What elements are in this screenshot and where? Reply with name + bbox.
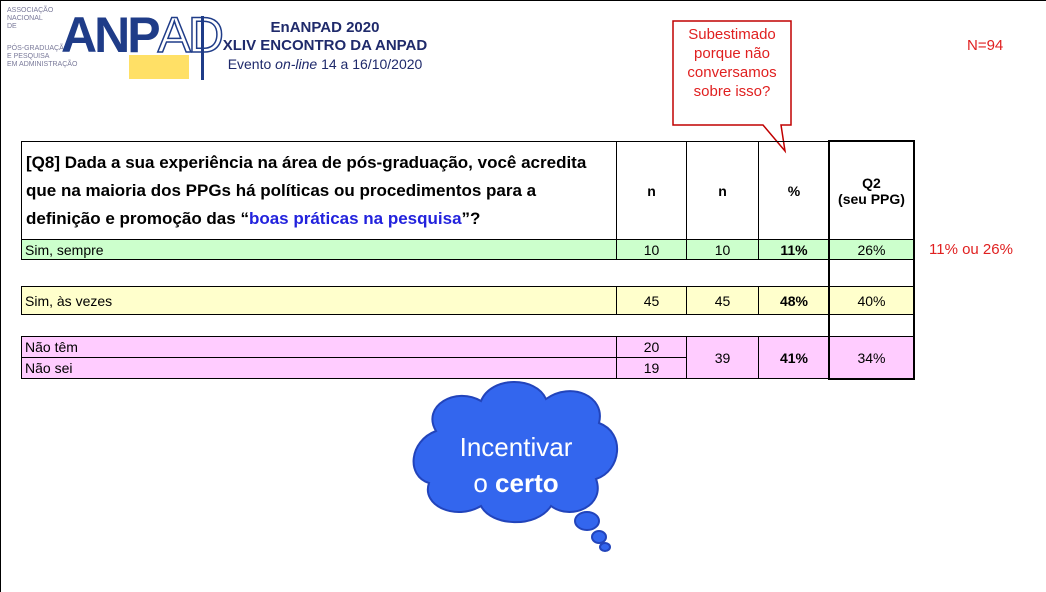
text: ”? xyxy=(461,208,481,228)
text: (seu PPG) xyxy=(838,190,905,207)
logo-outline: AD xyxy=(157,6,225,64)
side-note: 11% ou 26% xyxy=(929,241,1013,258)
logo-main: ANPAD xyxy=(61,6,225,64)
text: o xyxy=(473,468,496,498)
sample-size: N=94 xyxy=(967,37,1004,54)
text: [Q8] Dada a sua experiência na área de p… xyxy=(26,152,587,228)
cell: 45 xyxy=(616,286,687,315)
event-info: EnANPAD 2020 XLIV ENCONTRO DA ANPAD Even… xyxy=(209,19,441,73)
cell: 34% xyxy=(829,336,914,379)
row-label: Não têm xyxy=(21,336,617,358)
callout-box xyxy=(672,20,792,154)
callout-text: Subestimado porque não conversamos sobre… xyxy=(673,25,791,101)
logo-solid: ANP xyxy=(61,7,161,63)
cell: 10 xyxy=(616,239,687,260)
cell: 10 xyxy=(686,239,759,260)
logo-line: DE xyxy=(7,23,17,30)
row-label: Não sei xyxy=(21,357,617,379)
cell: 45 xyxy=(686,286,759,315)
callout-line: conversamos xyxy=(687,64,777,81)
question-cell: [Q8] Dada a sua experiência na área de p… xyxy=(21,141,617,240)
text: 14 a 16/10/2020 xyxy=(317,56,423,72)
column-header: n xyxy=(616,141,687,240)
column-header: % xyxy=(758,141,830,240)
cell: 26% xyxy=(829,239,914,260)
text: o certo xyxy=(421,465,611,501)
logo-line: E PESQUISA xyxy=(7,53,50,60)
logo-divider xyxy=(201,16,204,80)
row-label: Sim, às vezes xyxy=(21,286,617,315)
cloud xyxy=(412,381,618,552)
cell: 41% xyxy=(758,336,830,379)
logo-line: PÓS-GRADUAÇÃO xyxy=(7,45,70,52)
cell: 39 xyxy=(686,336,759,379)
text: Evento xyxy=(227,56,276,72)
logo-line: EM ADMINISTRAÇÃO xyxy=(7,61,78,68)
text: certo xyxy=(495,468,559,498)
cell: 48% xyxy=(758,286,830,315)
text: on-line xyxy=(275,56,318,72)
text: Incentivar xyxy=(459,432,573,462)
highlight: boas práticas na pesquisa xyxy=(248,208,462,228)
cell: 20 xyxy=(616,336,687,358)
callout-line: porque não xyxy=(694,45,770,62)
text: Q2 xyxy=(862,174,881,191)
callout-line: Subestimado xyxy=(688,26,776,43)
logo-yellow-block xyxy=(129,55,189,79)
logo-line: NACIONAL xyxy=(7,15,43,22)
cell: 19 xyxy=(616,357,687,379)
logo-line: ASSOCIAÇÃO xyxy=(7,7,54,14)
q2-frame xyxy=(828,140,915,380)
event-title: EnANPAD 2020 xyxy=(270,19,380,36)
cloud-text: Incentivar o certo xyxy=(421,429,611,501)
question: [Q8] Dada a sua experiência na área de p… xyxy=(26,149,612,233)
row-label: Sim, sempre xyxy=(21,239,617,260)
column-header: n xyxy=(686,141,759,240)
event-line: Evento on-line 14 a 16/10/2020 xyxy=(209,55,441,73)
logo-small-text: ASSOCIAÇÃO NACIONAL DE PÓS-GRADUAÇÃO E P… xyxy=(7,7,77,69)
callout-line: sobre isso? xyxy=(693,83,771,100)
cell: 11% xyxy=(758,239,830,260)
event-subtitle: XLIV ENCONTRO DA ANPAD xyxy=(222,37,428,54)
cell: 40% xyxy=(829,286,914,315)
